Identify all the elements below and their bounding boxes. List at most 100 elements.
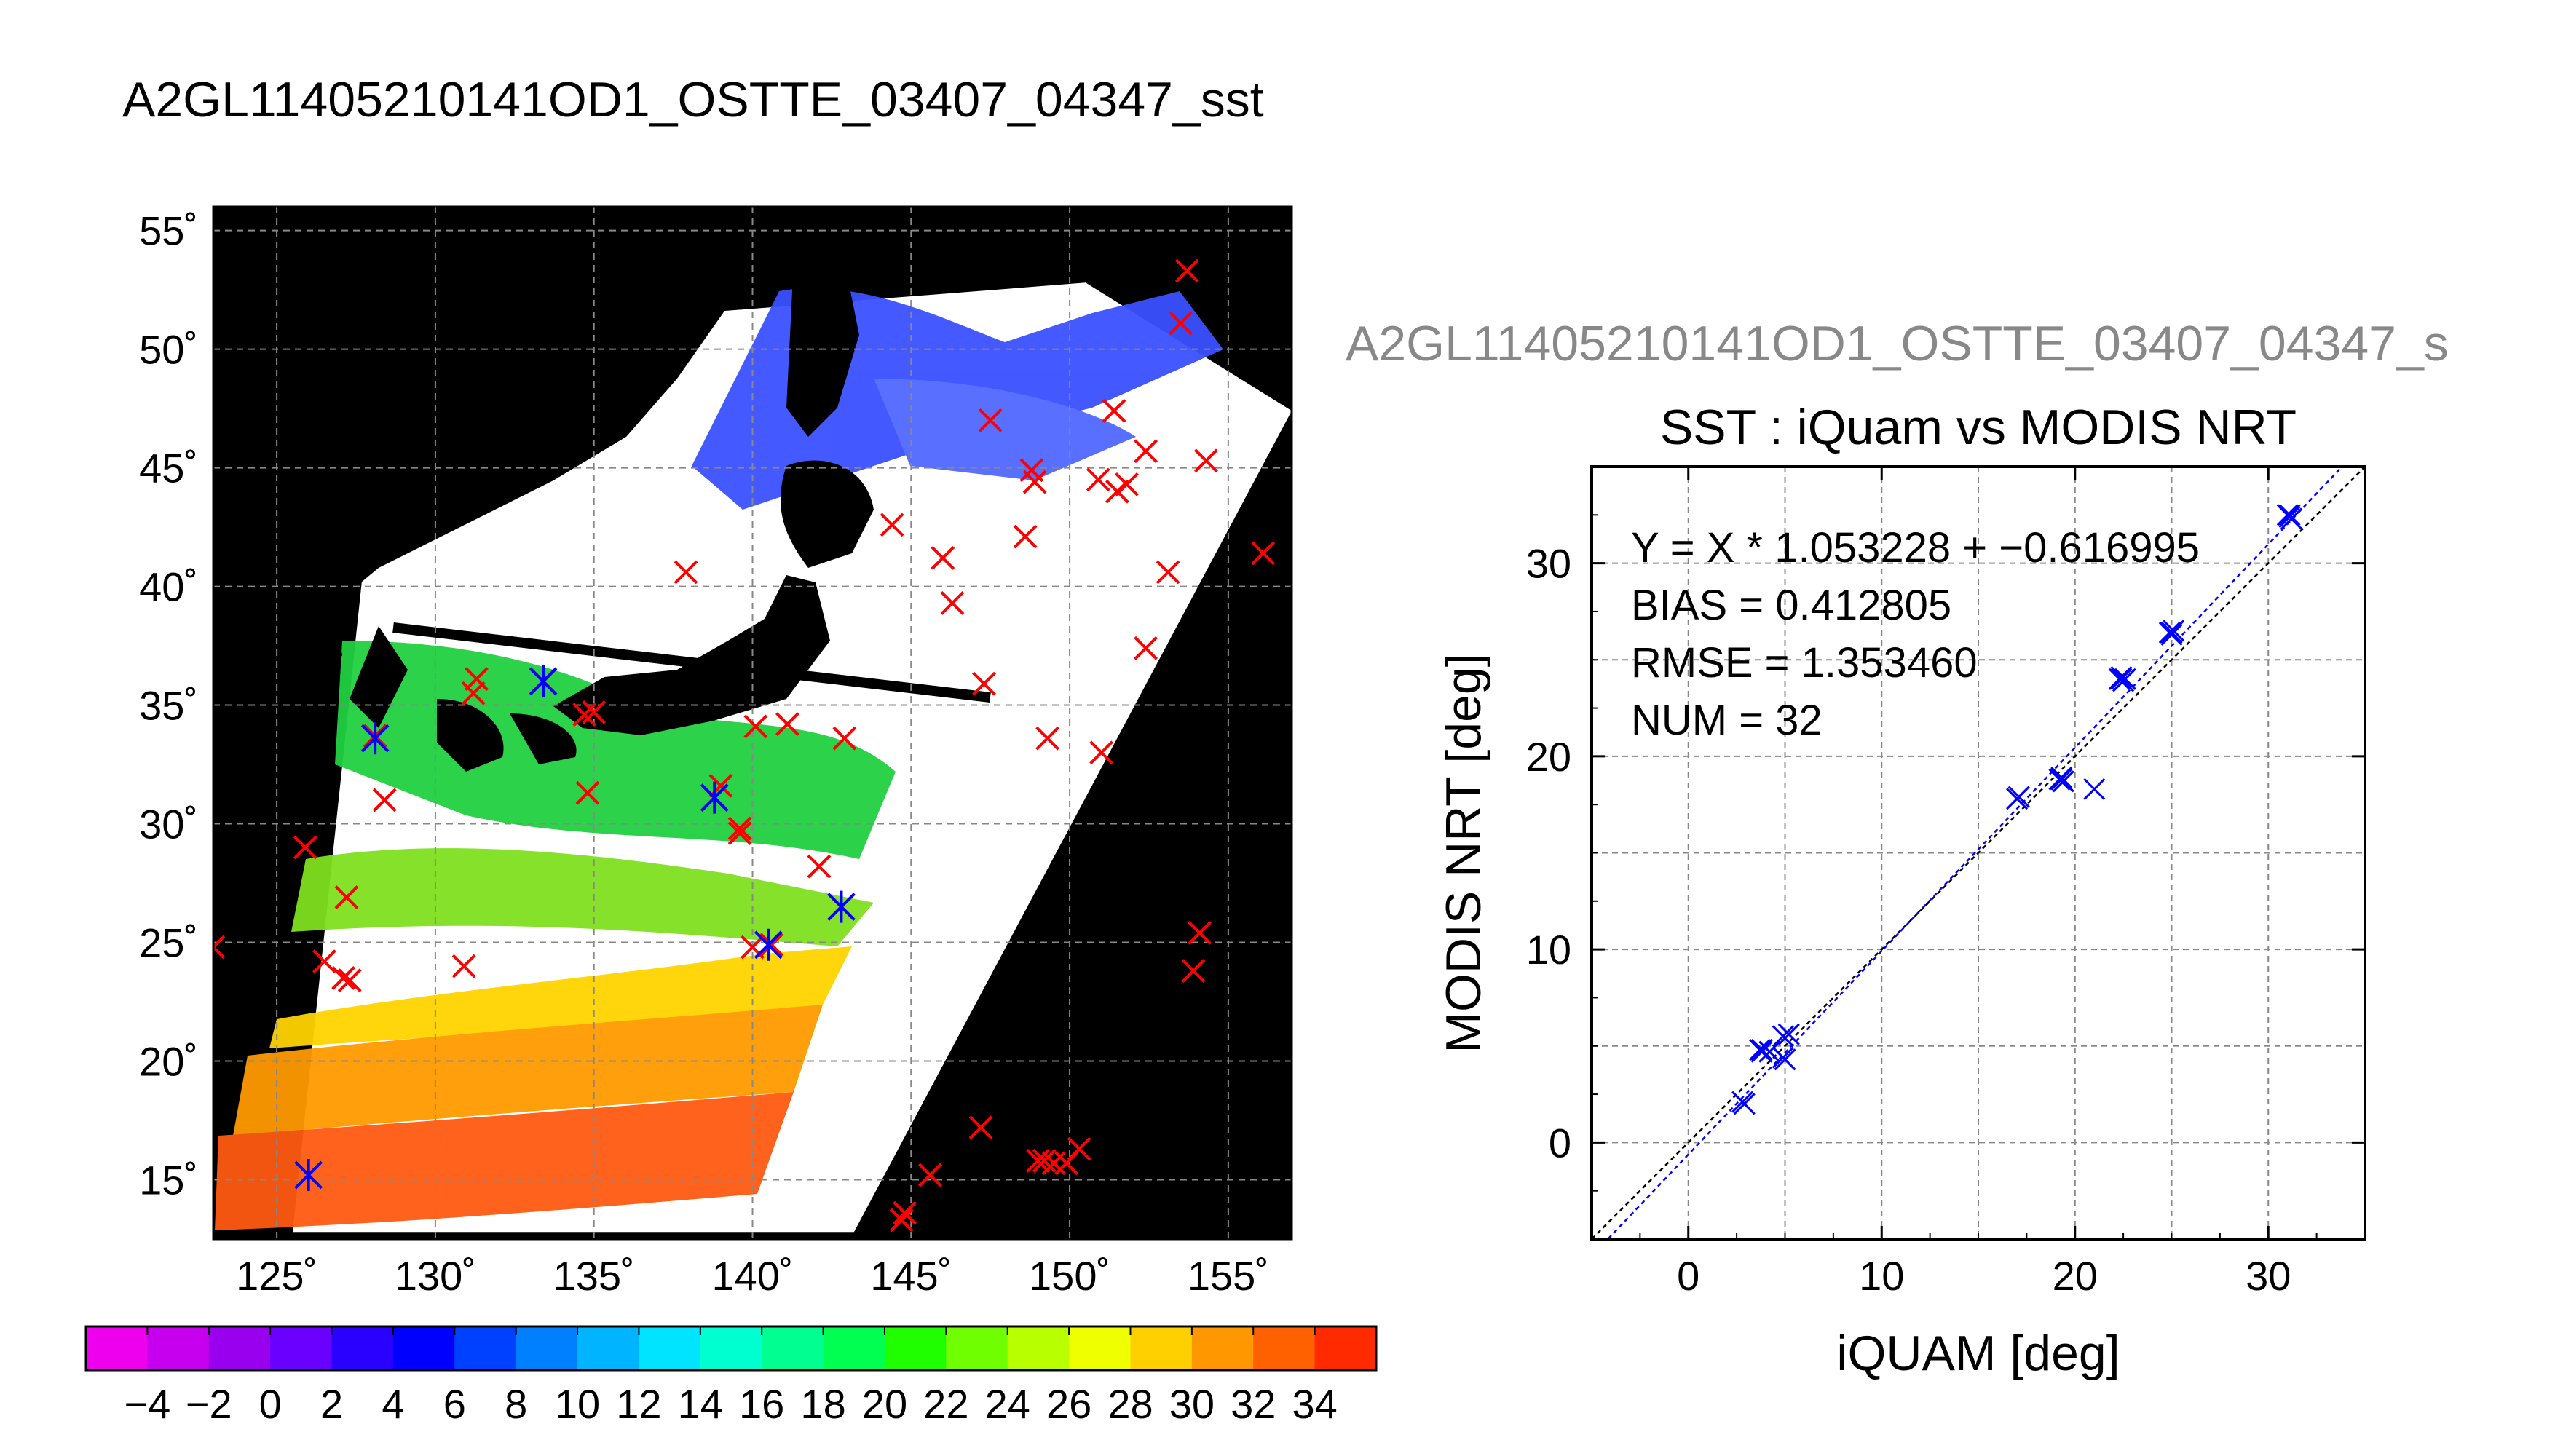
collocation-marker	[294, 1158, 323, 1191]
colorbar-cell	[1253, 1326, 1316, 1370]
scatter-plot: A2GL11405210141OD1_OSTTE_03407_04347_s S…	[1346, 316, 2449, 1381]
colorbar-tick-label: −4	[124, 1381, 170, 1427]
colorbar-cell	[1007, 1326, 1070, 1370]
match-marker	[918, 1163, 942, 1187]
colorbar-cell	[1191, 1326, 1254, 1370]
scatter-point	[2110, 666, 2133, 689]
scatter-point	[2050, 766, 2073, 789]
scatter-point	[1758, 1040, 1781, 1063]
colorbar-cell	[86, 1326, 148, 1370]
match-marker	[1086, 467, 1110, 492]
match-marker	[1134, 636, 1158, 660]
colorbar-cell	[700, 1326, 762, 1370]
scatter-stat-line: NUM = 32	[1631, 697, 1823, 744]
map-y-tick-label: 15˚	[139, 1158, 198, 1203]
match-marker	[575, 780, 600, 805]
colorbar-tick-label: 34	[1292, 1381, 1337, 1427]
match-marker	[972, 671, 996, 696]
match-marker	[1169, 311, 1193, 336]
map-x-tick-label: 150˚	[1029, 1253, 1110, 1299]
collocation-marker	[529, 665, 558, 697]
match-marker	[1188, 921, 1212, 945]
scatter-point	[1750, 1040, 1773, 1063]
colorbar-tick-label: 8	[505, 1381, 527, 1427]
colorbar-cell	[946, 1326, 1008, 1370]
scatter-point	[1774, 1048, 1796, 1071]
scatter-stat-line: BIAS = 0.412805	[1631, 582, 1951, 629]
colorbar-cell	[1069, 1326, 1131, 1370]
match-marker	[331, 966, 356, 990]
page-title: A2GL11405210141OD1_OSTTE_03407_04347_sst	[122, 72, 1264, 127]
scatter-points	[1731, 504, 2303, 1115]
colorbar-tick-label: 26	[1046, 1381, 1091, 1427]
scatter-y-label: MODIS NRT [deg]	[1436, 653, 1491, 1053]
match-marker	[1251, 541, 1276, 566]
colorbar-cell	[639, 1326, 701, 1370]
match-marker	[1102, 398, 1126, 423]
colorbar-ticks: −4 −2 0 2 4 6 8 10 12 14 16 18 20 22 24 26 28 30 32 34	[124, 1326, 1338, 1427]
match-marker	[1193, 448, 1218, 473]
scatter-point	[1777, 1023, 1800, 1045]
match-marker	[674, 560, 698, 585]
colorbar-tick-label: 2	[320, 1381, 343, 1427]
colorbar-tick-label: 14	[678, 1381, 723, 1427]
scatter-x-tick-label: 30	[2246, 1253, 2291, 1299]
map-y-tick-label: 40˚	[139, 564, 198, 610]
scatter-x-tick-label: 20	[2053, 1253, 2098, 1299]
map-y-tick-label: 25˚	[139, 920, 198, 966]
collocation-points	[294, 665, 856, 1191]
map-x-tick-label: 140˚	[711, 1253, 793, 1299]
match-marker	[1032, 1149, 1057, 1173]
scatter-point	[2278, 504, 2301, 526]
colorbar-cell	[270, 1326, 333, 1370]
match-marker	[1156, 560, 1180, 585]
scatter-x-tick-label: 0	[1677, 1253, 1699, 1299]
scatter-point	[2083, 778, 2106, 801]
scatter-grid	[1592, 467, 2365, 1239]
map-y-tick-label: 45˚	[139, 446, 198, 491]
match-marker	[1134, 439, 1158, 464]
scatter-stat-line: Y = X * 1.053228 + −0.616995	[1631, 524, 2200, 571]
map-y-tick-label: 30˚	[139, 802, 198, 847]
scatter-stats: Y = X * 1.053228 + −0.616995 BIAS = 0.412…	[1631, 524, 2200, 744]
colorbar-tick-label: −2	[186, 1381, 232, 1427]
colorbar: −4 −2 0 2 4 6 8 10 12 14 16 18 20 22 24 26 28 30 32 34	[84, 1325, 1378, 1427]
colorbar-cell	[823, 1326, 885, 1370]
match-marker	[465, 667, 489, 692]
match-marker	[293, 835, 317, 860]
colorbar-tick-label: 18	[800, 1381, 845, 1427]
colorbar-cell	[392, 1326, 455, 1370]
colorbar-cell	[208, 1326, 271, 1370]
scatter-point	[2278, 505, 2301, 529]
match-marker	[572, 703, 597, 727]
colorbar-cell	[1130, 1326, 1193, 1370]
map-y-tick-label: 20˚	[139, 1039, 198, 1085]
map-x-tick-label: 125˚	[236, 1253, 317, 1299]
match-marker	[1022, 470, 1047, 494]
match-marker	[940, 590, 965, 615]
match-marker	[978, 408, 1003, 432]
match-marker	[807, 854, 832, 879]
match-marker	[213, 935, 226, 960]
match-marker	[931, 546, 955, 570]
scatter-point	[2050, 768, 2073, 791]
scatter-point	[1733, 1093, 1756, 1115]
map-y-tick-label: 35˚	[139, 683, 198, 729]
collocation-marker	[700, 781, 729, 814]
scatter-point	[1750, 1038, 1773, 1061]
map-x-tick-label: 145˚	[870, 1253, 952, 1299]
match-marker	[1174, 258, 1199, 283]
match-marker	[372, 788, 397, 812]
match-marker	[832, 726, 857, 751]
scatter-stat-line: RMSE = 1.353460	[1631, 639, 1978, 687]
colorbar-cell	[454, 1326, 517, 1370]
match-marker	[1181, 959, 1206, 984]
collocation-marker	[360, 722, 390, 755]
match-marker	[1089, 740, 1114, 765]
land-mask	[213, 207, 874, 772]
colorbar-tick-label: 22	[923, 1381, 968, 1427]
colorbar-cell	[762, 1326, 824, 1370]
colorbar-frame	[84, 1325, 1378, 1372]
map-y-tick-label: 55˚	[139, 208, 198, 254]
match-marker	[451, 954, 476, 978]
